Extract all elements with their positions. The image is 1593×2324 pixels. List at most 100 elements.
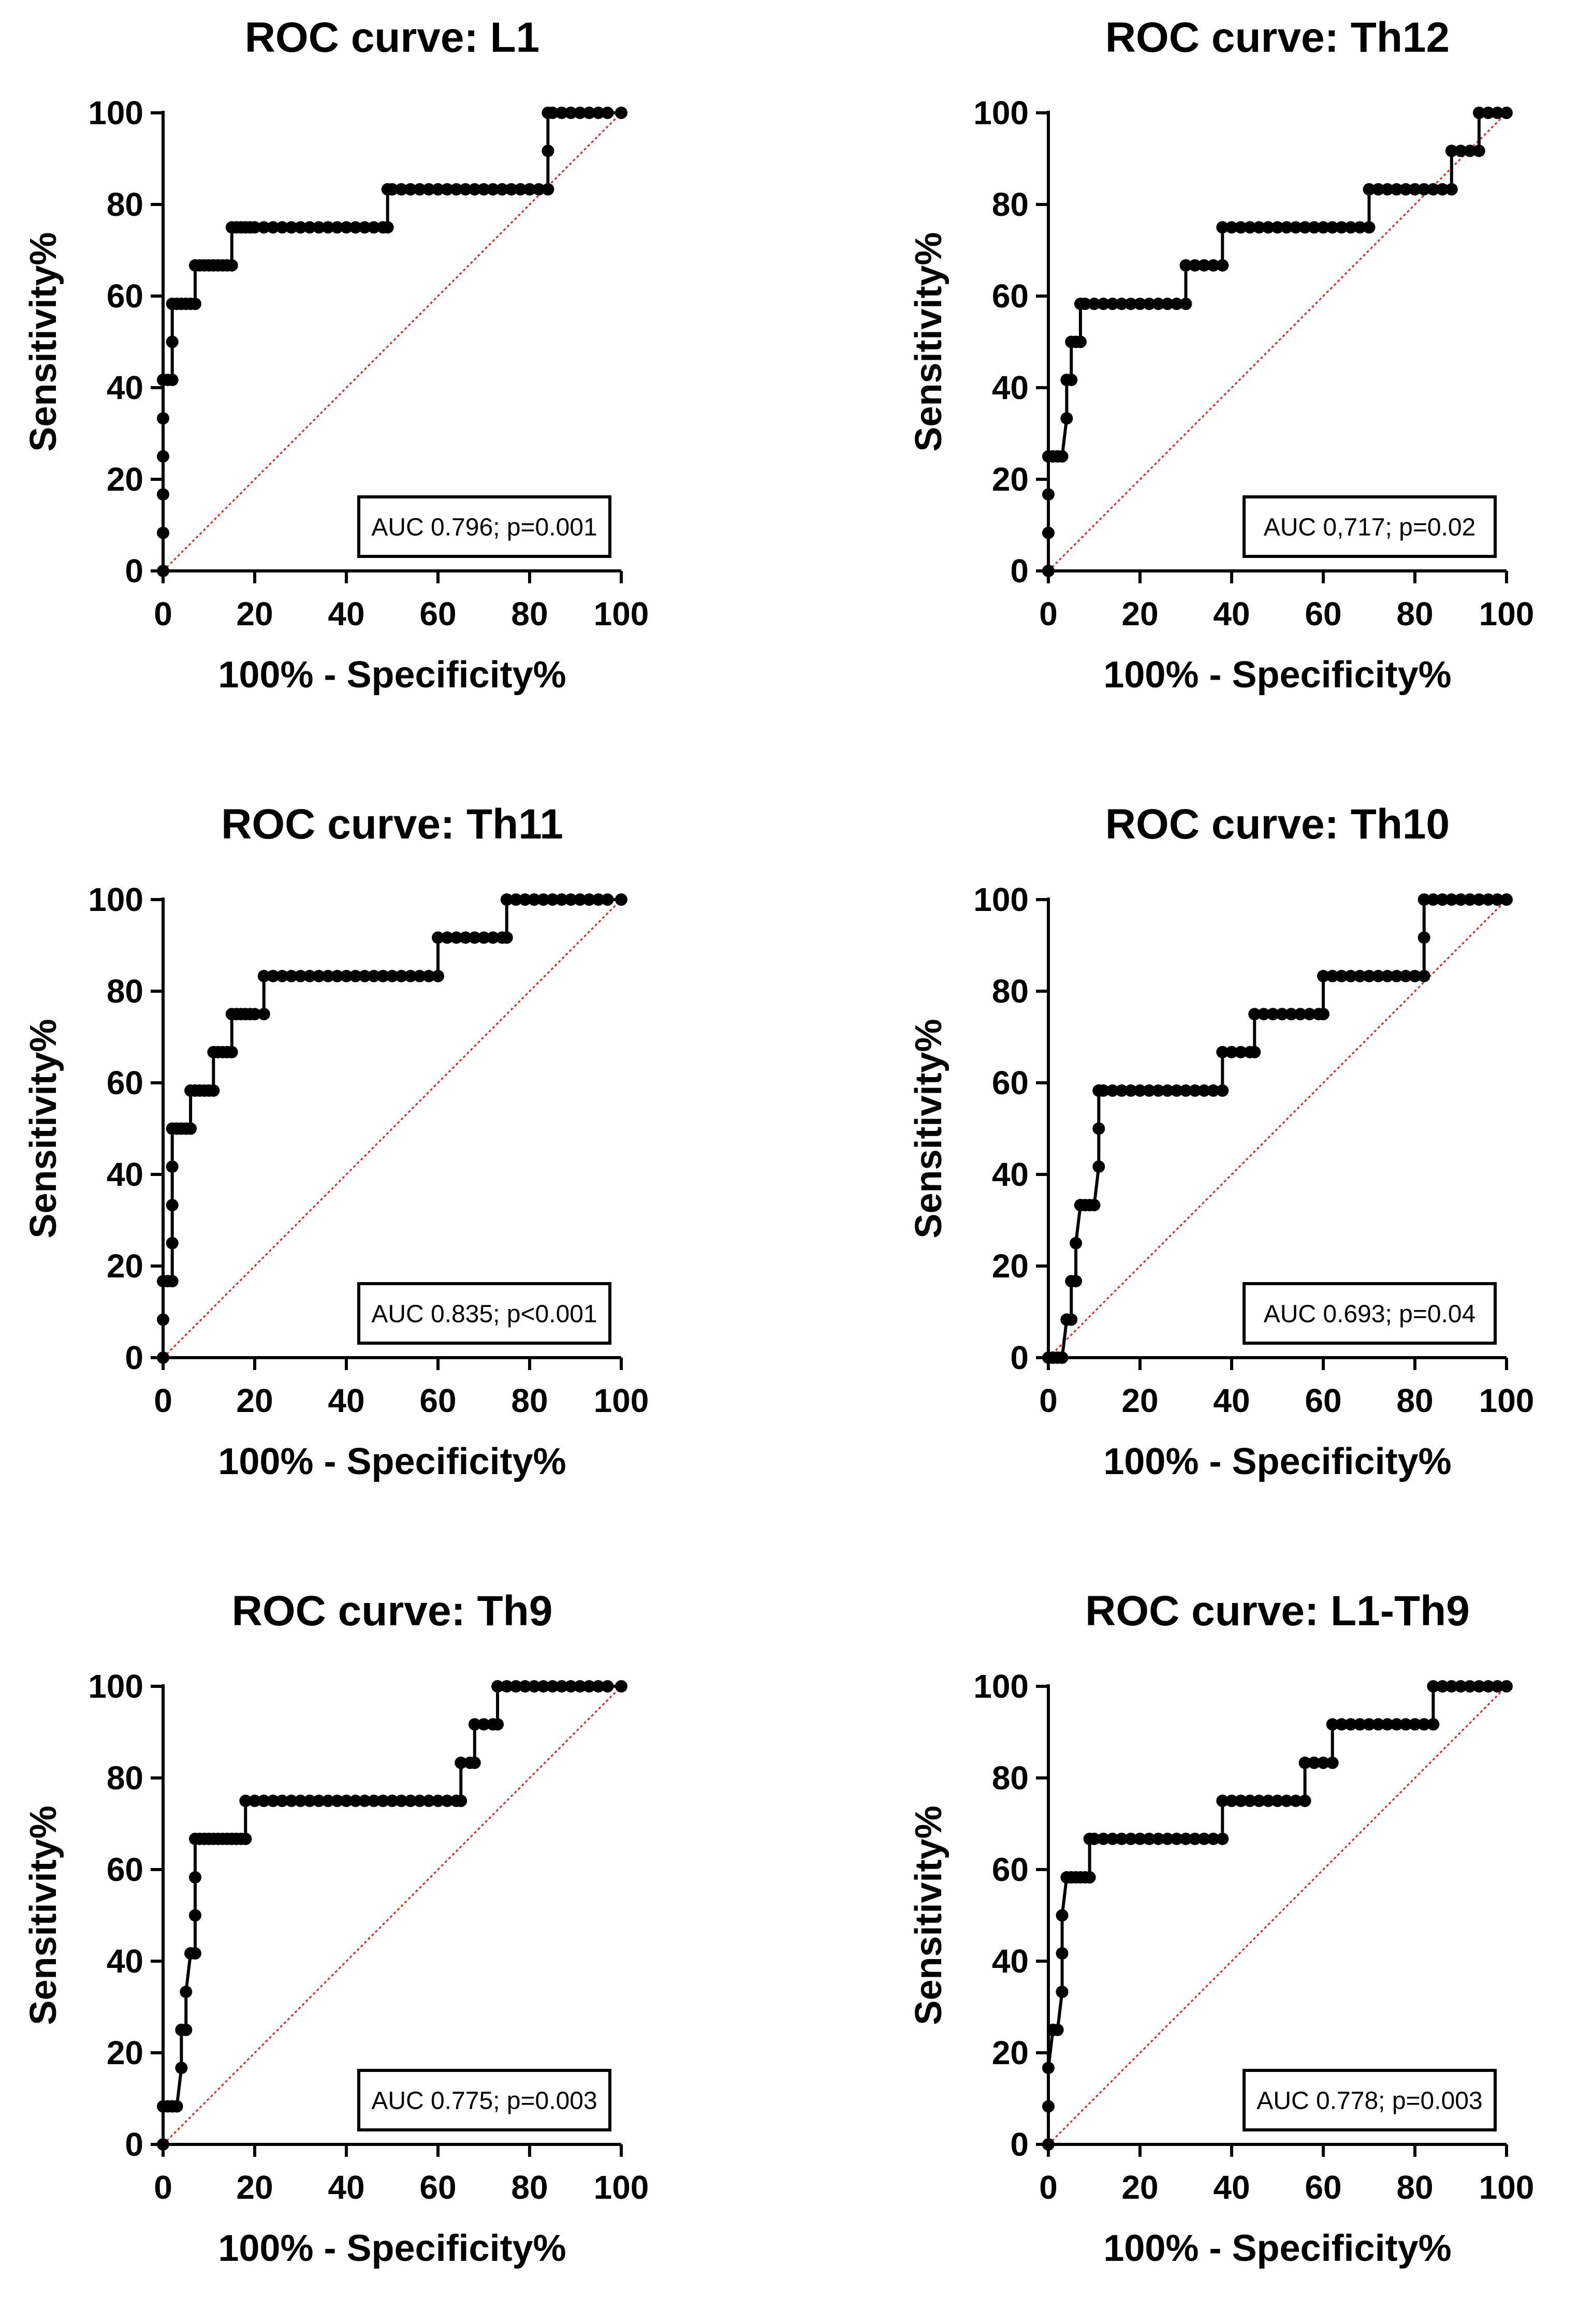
roc-point (166, 373, 179, 386)
roc-point (1234, 221, 1247, 234)
roc-point (166, 1199, 179, 1212)
roc-point (331, 1795, 344, 1807)
roc-point (477, 1718, 490, 1731)
roc-point (1161, 1084, 1174, 1097)
roc-point (1454, 144, 1467, 157)
roc-point (312, 221, 325, 234)
roc-point (184, 1122, 197, 1135)
roc-point (1353, 221, 1366, 234)
roc-point (1225, 1795, 1238, 1807)
roc-point (1244, 221, 1256, 234)
x-tick-label: 100 (1479, 595, 1534, 633)
roc-point (340, 1795, 353, 1807)
roc-point (1234, 1046, 1247, 1058)
auc-annotation-text: AUC 0.693; p=0.04 (1264, 1301, 1476, 1328)
roc-point (1248, 1046, 1261, 1058)
roc-point (432, 969, 444, 982)
roc-point (294, 969, 307, 982)
y-tick-label: 0 (125, 2126, 143, 2163)
roc-point (509, 893, 522, 906)
roc-point (1262, 1795, 1275, 1807)
roc-point (1179, 1084, 1192, 1097)
roc-point (1124, 1832, 1137, 1845)
roc-point (1092, 1160, 1105, 1173)
y-tick-label: 20 (107, 1247, 143, 1285)
roc-chart-svg: ROC curve: Th12 0 20 40 60 80 100 0 20 40 60 80 100 1… (908, 14, 1534, 696)
y-tick-label: 100 (973, 1668, 1029, 1705)
chart-title: ROC curve: Th9 (232, 1587, 553, 1635)
roc-point (574, 893, 587, 906)
roc-point (1124, 298, 1137, 311)
roc-point (468, 931, 481, 944)
roc-point (1042, 2138, 1055, 2151)
roc-point (1216, 1046, 1229, 1058)
roc-point (1427, 893, 1440, 906)
roc-point (487, 931, 500, 944)
roc-point (1266, 1008, 1279, 1021)
roc-point (1056, 450, 1069, 463)
roc-point (1070, 1275, 1083, 1288)
roc-point (422, 183, 435, 196)
x-tick-label: 40 (328, 595, 364, 633)
x-tick-label: 40 (328, 1382, 364, 1419)
roc-point (386, 969, 399, 982)
roc-point (1056, 1947, 1069, 1960)
x-tick-label: 0 (154, 1382, 172, 1419)
roc-point (1216, 1832, 1229, 1845)
roc-point (157, 526, 169, 539)
roc-point (404, 183, 417, 196)
roc-point (239, 1795, 252, 1807)
roc-point (1298, 1795, 1311, 1807)
roc-point (1289, 221, 1302, 234)
y-tick-label: 80 (107, 1759, 143, 1797)
roc-point (1078, 298, 1091, 311)
roc-point (1417, 893, 1430, 906)
roc-point (1363, 183, 1376, 196)
auc-annotation-text: AUC 0,717; p=0.02 (1264, 514, 1476, 541)
roc-point (523, 183, 536, 196)
roc-point (1152, 298, 1165, 311)
roc-point (574, 1680, 587, 1693)
roc-point (1225, 1046, 1238, 1058)
roc-point (395, 183, 408, 196)
roc-point (1179, 259, 1192, 272)
roc-point (1170, 298, 1183, 311)
x-tick-label: 80 (1396, 595, 1433, 633)
roc-point (294, 221, 307, 234)
roc-point (180, 1985, 193, 1998)
roc-point (1088, 298, 1101, 311)
roc-point (555, 107, 568, 119)
roc-point (376, 1795, 389, 1807)
x-tick-label: 80 (511, 1382, 548, 1419)
roc-point (166, 1160, 179, 1173)
x-tick-label: 20 (236, 2169, 273, 2206)
roc-chart-svg: ROC curve: Th9 0 20 40 60 80 100 0 20 40 60 80 100 10… (23, 1587, 649, 2269)
roc-point (1216, 1795, 1229, 1807)
y-tick-label: 60 (992, 277, 1029, 315)
roc-point (1399, 183, 1412, 196)
auc-annotation-text: AUC 0.835; p<0.001 (371, 1301, 597, 1328)
roc-point (321, 221, 334, 234)
roc-point (413, 183, 426, 196)
roc-point (583, 107, 596, 119)
x-tick-label: 100 (594, 2169, 649, 2206)
roc-point (1197, 1084, 1210, 1097)
roc-point (188, 1947, 201, 1960)
roc-point (413, 969, 426, 982)
roc-point (574, 107, 587, 119)
roc-point (1143, 1084, 1156, 1097)
x-axis-label: 100% - Specificity% (1103, 654, 1451, 696)
x-tick-label: 60 (1305, 1382, 1341, 1419)
roc-point (1417, 969, 1430, 982)
roc-point (455, 1756, 467, 1769)
roc-point (1115, 1084, 1128, 1097)
roc-panel-1: ROC curve: L1 0 20 40 60 80 100 0 20 40 60 80 100 100… (0, 0, 649, 751)
roc-point (1115, 1832, 1128, 1845)
roc-point (1253, 1795, 1266, 1807)
roc-point (1464, 893, 1477, 906)
roc-point (395, 969, 408, 982)
roc-chart-svg: ROC curve: Th10 0 20 40 60 80 100 0 20 40 60 80 100 1… (908, 801, 1534, 1482)
roc-point (368, 221, 381, 234)
roc-point (477, 931, 490, 944)
roc-point (368, 1795, 381, 1807)
